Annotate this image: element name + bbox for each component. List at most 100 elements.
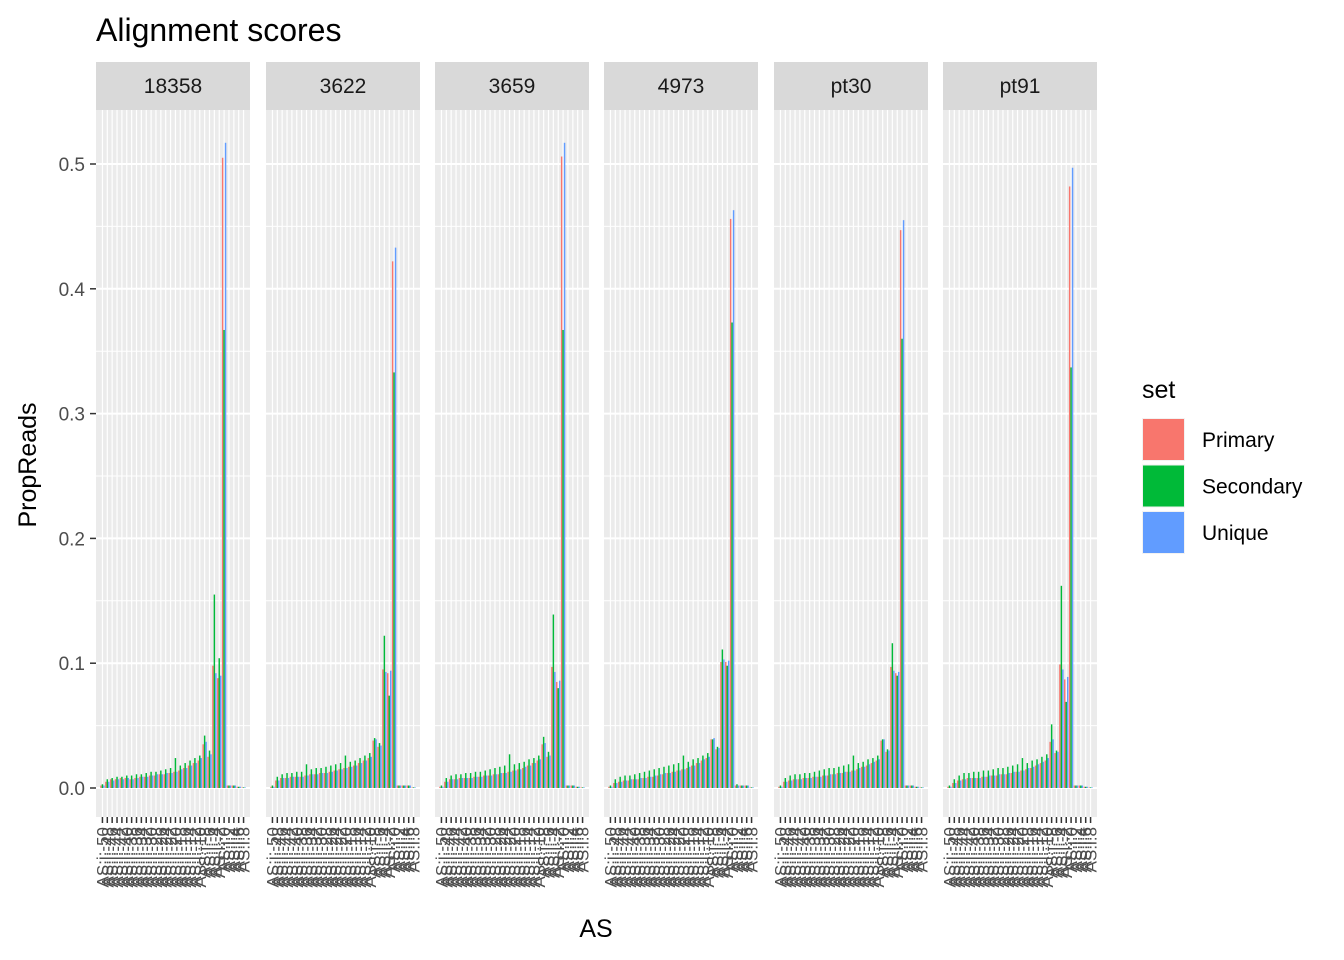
x-tick-label: AS:i:6 [738,827,757,872]
bar-unique-AS:i:-18 [1028,768,1030,788]
bar-secondary-AS:i:-22 [677,763,680,788]
bar-unique-AS:i:-2 [727,660,730,788]
bar-unique-AS:i:6 [917,786,919,788]
bar-unique-AS:i:-50 [950,786,952,788]
bar-secondary-AS:i:-22 [847,764,850,788]
x-tick-label: AS:i:-18 [510,827,529,887]
bar-unique-AS:i:-34 [312,774,314,788]
y-axis-title: PropReads [14,402,42,527]
x-tick-label: AS:i:6 [908,827,927,872]
bar-primary-AS:i:-6 [1054,753,1056,788]
bar-primary-AS:i:-36 [642,778,644,788]
bar-secondary-AS:i:-26 [160,770,162,788]
x-tick-label: AS:i:-20 [166,827,185,887]
bar-secondary-AS:i:8 [750,787,753,788]
bar-secondary-AS:i:-38 [808,773,811,788]
bar-primary-AS:i:-32 [652,776,654,788]
x-tick-label: AS:i:-48 [606,827,625,887]
facet-panels: 18358AS:i:-50AS:i:-48AS:i:-46AS:i:-44AS:… [93,62,1101,887]
bar-secondary-AS:i:-38 [638,773,641,788]
x-tick-label: AS:i:-16 [1023,827,1042,887]
bar-secondary-AS:i:4 [1080,785,1082,788]
bar-primary-AS:i:-4 [382,669,384,788]
bar-unique-AS:i:-10 [708,756,710,788]
bar-secondary-AS:i:-10 [538,755,540,788]
bar-primary-AS:i:-20 [512,770,514,788]
x-tick-label: AS:i:2 [220,827,239,872]
x-tick-label: AS:i:4 [395,827,414,872]
bar-primary-AS:i:-22 [846,771,848,788]
bar-secondary-AS:i:6 [237,786,240,788]
bar-primary-AS:i:0 [899,230,902,788]
bar-primary-AS:i:-18 [686,768,688,788]
bar-primary-AS:i:-16 [521,768,524,788]
bar-primary-AS:i:2 [226,785,229,788]
bar-unique-AS:i:0 [224,142,227,788]
bar-unique-AS:i:-12 [1042,761,1045,788]
bar-unique-AS:i:-2 [558,680,561,788]
bar-primary-AS:i:-28 [831,774,834,788]
bar-primary-AS:i:-4 [890,666,892,788]
bar-secondary-AS:i:-20 [682,755,685,788]
bar-unique-AS:i:-24 [674,771,676,788]
x-tick-label: AS:i:2 [898,827,917,872]
bar-unique-AS:i:6 [1086,786,1088,788]
bar-primary-AS:i:-10 [367,758,370,788]
x-tick-label: AS:i:-18 [341,827,360,887]
x-tick-label: AS:i:-18 [849,827,868,887]
bar-primary-AS:i:0 [729,218,732,788]
bar-unique-AS:i:-8 [713,738,715,788]
bar-unique-AS:i:-32 [146,776,149,788]
bar-secondary-AS:i:-38 [300,771,303,788]
bar-primary-AS:i:-44 [114,779,117,788]
x-tick-label: AS:i:-10 [191,827,210,887]
bar-secondary-AS:i:4 [403,785,405,788]
legend-key-secondary [1143,465,1184,507]
bar-primary-AS:i:-8 [1049,741,1051,788]
bar-primary-AS:i:-40 [802,778,805,788]
bar-unique-AS:i:4 [742,785,745,788]
x-tick-label: AS:i:-2 [888,827,907,878]
bar-unique-AS:i:-26 [331,771,334,788]
x-tick-label: AS:i:8 [405,827,424,872]
bar-primary-AS:i:-42 [627,780,630,788]
bar-secondary-AS:i:2 [906,785,908,788]
bar-primary-AS:i:-22 [507,771,509,788]
x-tick-label: AS:i:-22 [332,827,351,887]
bar-primary-AS:i:-50 [270,786,272,788]
bar-unique-AS:i:2 [399,785,402,788]
legend: set Primary Secondary Unique [1142,376,1303,554]
bar-primary-AS:i:2 [396,785,399,788]
bar-secondary-AS:i:0 [562,329,564,788]
bar-primary-AS:i:-36 [812,776,814,788]
x-tick-label: AS:i:-8 [704,827,723,878]
bar-primary-AS:i:-38 [299,776,301,788]
bar-primary-AS:i:-42 [119,778,122,788]
bar-primary-AS:i:-42 [966,778,969,788]
bar-secondary-AS:i:-32 [823,769,825,788]
bar-secondary-AS:i:-22 [169,768,172,788]
bar-primary-AS:i:6 [914,786,916,788]
panel-background [943,110,1097,817]
bar-unique-AS:i:0 [1071,167,1074,789]
x-tick-label: AS:i:-34 [132,827,151,887]
bar-unique-AS:i:8 [583,787,585,788]
bar-unique-AS:i:-10 [370,756,372,788]
bar-primary-AS:i:-20 [681,769,683,788]
x-tick-label: AS:i:-22 [1009,827,1028,887]
bar-secondary-AS:i:-46 [619,776,621,788]
x-tick-label: AS:i:-46 [103,827,122,887]
x-tick-label: AS:i:-14 [351,827,370,887]
bar-unique-AS:i:0 [563,142,566,788]
bar-unique-AS:i:6 [578,786,580,788]
facet-strip [943,62,1097,110]
bar-unique-AS:i:-24 [336,770,338,788]
bar-unique-AS:i:8 [752,787,754,788]
bar-primary-AS:i:-42 [289,776,292,788]
bar-secondary-AS:i:2 [398,785,400,788]
x-tick-label: AS:i:-24 [665,827,684,887]
bar-primary-AS:i:-12 [362,760,365,788]
x-tick-label: AS:i:-50 [940,827,959,887]
x-tick-label: AS:i:-10 [869,827,888,887]
x-tick-label: AS:i:-18 [679,827,698,887]
